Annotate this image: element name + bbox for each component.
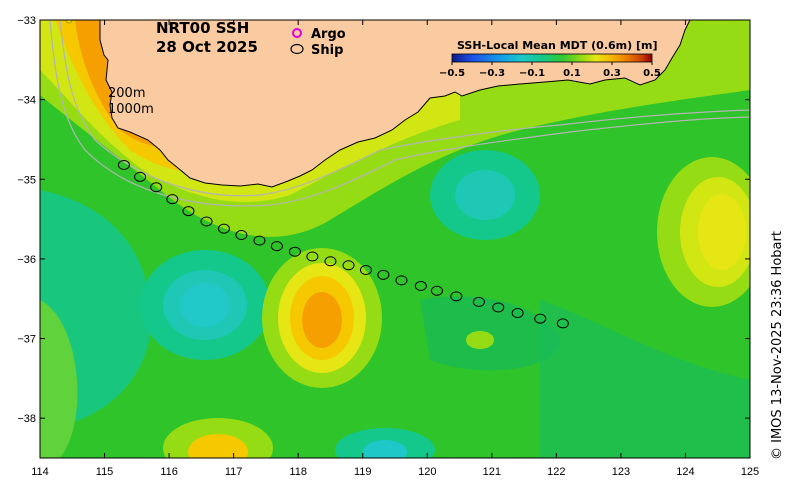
ssh-cold-south-core — [363, 440, 407, 458]
x-tick-label: 125 — [741, 466, 759, 478]
ship-position-marker — [430, 285, 443, 296]
colorbar-tick-label: 0.3 — [603, 68, 621, 79]
ship-position-marker — [217, 223, 230, 234]
colorbar-tick-label: −0.5 — [439, 68, 465, 79]
isobath-1000m — [49, 20, 750, 207]
x-tick-label: 114 — [31, 466, 49, 478]
y-tick-label: −37 — [17, 334, 36, 346]
x-tick-label: 116 — [160, 466, 178, 478]
x-axis: 114 115 116 117 118 119 120 121 122 123 124 125 — [31, 20, 759, 478]
ship-position-marker — [377, 269, 390, 280]
ship-position-marker — [235, 230, 248, 241]
ssh-warm-south-core — [188, 434, 248, 458]
ship-legend-label: Ship — [311, 43, 343, 58]
y-tick-label: −38 — [17, 413, 36, 425]
ship-position-marker — [534, 313, 547, 324]
argo-legend-label: Argo — [311, 27, 346, 42]
ship-position-marker — [306, 251, 319, 262]
ship-position-marker — [134, 171, 147, 182]
x-tick-label: 122 — [547, 466, 565, 478]
y-tick-label: −35 — [17, 174, 36, 186]
ship-position-marker — [324, 256, 337, 267]
colorbar — [451, 53, 653, 63]
ship-position-marker — [150, 182, 163, 193]
y-tick-label: −36 — [17, 254, 36, 266]
ship-position-marker — [270, 241, 283, 252]
y-tick-label: −34 — [17, 95, 36, 107]
depth-label-200m: 200m — [108, 86, 145, 101]
ship-position-marker — [472, 296, 485, 307]
ssh-warm-eddy-east-core — [698, 194, 746, 270]
ship-position-marker — [395, 275, 408, 286]
credit-text: © IMOS 13-Nov-2025 23:36 Hobart — [770, 231, 785, 460]
ship-position-marker — [182, 206, 195, 217]
x-tick-label: 123 — [612, 466, 630, 478]
ship-position-marker — [200, 216, 213, 227]
ship-position-marker — [511, 308, 524, 319]
x-tick-label: 118 — [289, 466, 307, 478]
ship-position-marker — [359, 265, 372, 276]
ship-position-marker — [414, 280, 427, 291]
ship-position-marker — [342, 260, 355, 271]
ssh-zone-mid — [420, 296, 560, 371]
isobath-200m — [59, 20, 750, 197]
argo-legend-icon — [292, 28, 302, 38]
colorbar-tick-label: −0.3 — [479, 68, 505, 79]
colorbar-tick-label: −0.1 — [519, 68, 545, 79]
x-tick-label: 120 — [418, 466, 436, 478]
x-tick-label: 121 — [483, 466, 501, 478]
y-tick-label: −33 — [17, 15, 36, 27]
ssh-zone-sw — [40, 300, 78, 458]
ship-position-marker — [288, 246, 301, 257]
ssh-warm-eddy-core — [302, 292, 342, 348]
ship-position-marker — [117, 159, 130, 170]
ship-position-marker — [556, 318, 569, 329]
x-tick-label: 117 — [225, 466, 243, 478]
depth-label-1000m: 1000m — [108, 102, 154, 117]
ship-position-marker — [492, 302, 505, 313]
x-tick-label: 124 — [676, 466, 694, 478]
x-tick-label: 119 — [354, 466, 372, 478]
x-tick-label: 115 — [96, 466, 114, 478]
ship-track — [117, 159, 569, 329]
ship-legend-icon — [290, 43, 304, 55]
map-title-product: NRT00 SSH — [156, 19, 249, 37]
ssh-zone-se — [540, 300, 750, 458]
ssh-cold-eddy-west-core — [180, 283, 230, 327]
colorbar-tick-label: 0.1 — [563, 68, 581, 79]
ship-position-marker — [450, 291, 463, 302]
ssh-field — [40, 20, 750, 458]
map-title-date: 28 Oct 2025 — [156, 38, 258, 56]
y-axis: −33 −34 −35 −36 −37 −38 — [17, 15, 750, 425]
colorbar-title: SSH-Local Mean MDT (0.6m) [m] — [457, 39, 657, 52]
ssh-small-patch — [466, 331, 494, 349]
colorbar-tick-label: 0.5 — [643, 68, 661, 79]
argo-floats — [65, 20, 73, 24]
plot-frame — [39, 19, 751, 459]
argo-float-marker — [65, 20, 73, 24]
colorbar-ticks: −0.5 −0.3 −0.1 0.1 0.3 0.5 — [439, 62, 661, 79]
ship-position-marker — [166, 194, 179, 205]
ship-position-marker — [253, 235, 266, 246]
ssh-cold-eddy-east-core — [455, 170, 515, 220]
